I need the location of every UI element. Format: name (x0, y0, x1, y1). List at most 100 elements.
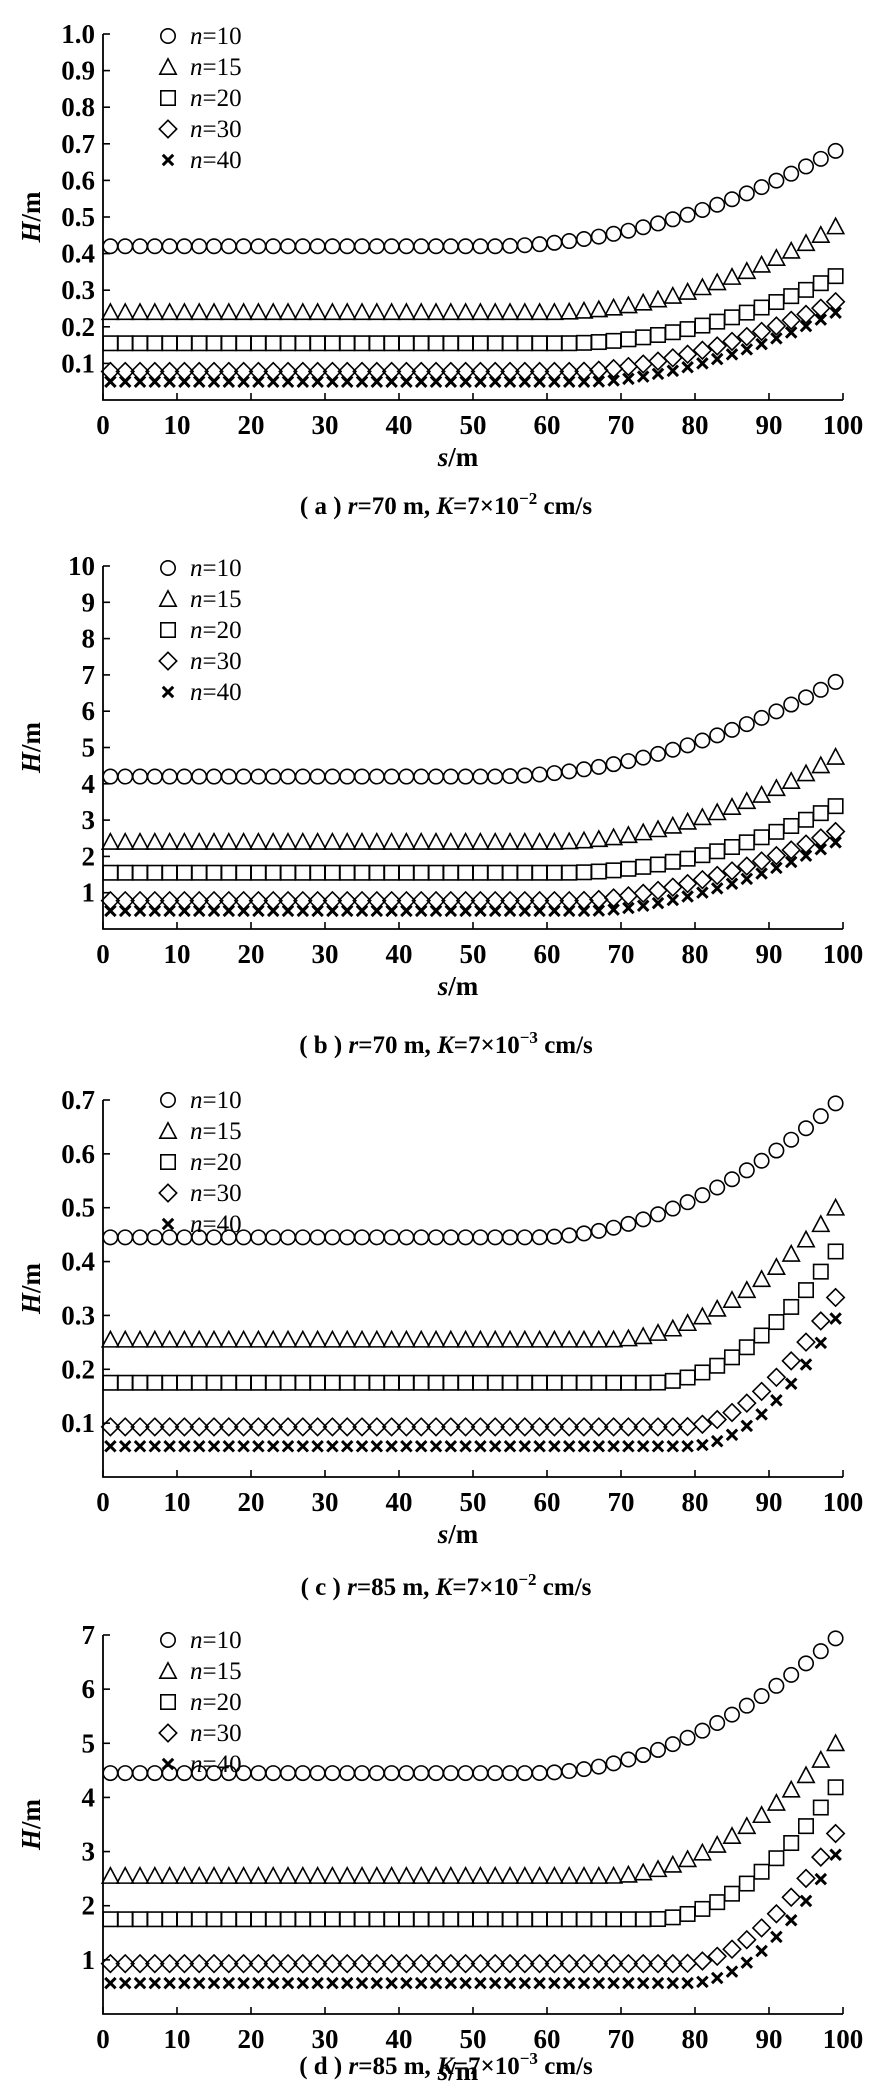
data-point (413, 238, 430, 255)
data-point (784, 326, 798, 339)
data-point (781, 1243, 801, 1262)
data-point (368, 1765, 385, 1782)
data-point (518, 1440, 532, 1453)
y-tick-label: 0.6 (61, 1139, 95, 1169)
data-point (429, 904, 443, 918)
data-point (396, 1417, 417, 1437)
data-point (442, 1911, 459, 1928)
series-n-15 (100, 216, 846, 321)
data-point (339, 1229, 356, 1246)
y-tick-label: 3 (82, 805, 96, 835)
series-n-40 (104, 306, 842, 388)
data-point (118, 904, 132, 918)
data-point (768, 703, 785, 720)
data-point (649, 215, 666, 232)
data-point (296, 904, 310, 918)
y-axis-label: H/m (16, 1798, 46, 1851)
data-point (442, 238, 459, 255)
data-point (441, 1329, 461, 1348)
x-tick-label: 0 (96, 1487, 110, 1517)
data-point (324, 1765, 341, 1782)
data-point (353, 768, 370, 785)
y-tick-label: 10 (68, 551, 95, 581)
data-point (307, 1417, 328, 1437)
data-point (133, 1440, 147, 1453)
legend-label: n=20 (190, 85, 242, 112)
data-point (192, 904, 206, 918)
data-point (411, 1866, 431, 1884)
data-point (102, 768, 119, 785)
legend-marker (158, 1661, 178, 1679)
data-point (751, 321, 772, 342)
data-point (163, 375, 176, 388)
data-point (456, 1329, 476, 1348)
data-point (826, 216, 846, 235)
data-point (681, 1976, 694, 1990)
data-point (266, 375, 280, 388)
data-point (500, 1329, 520, 1348)
data-point (766, 1257, 786, 1276)
data-point (503, 904, 517, 918)
data-point (383, 1229, 400, 1246)
data-point (367, 302, 387, 321)
data-point (339, 1374, 356, 1391)
data-point (635, 1374, 652, 1391)
data-point (752, 784, 772, 803)
x-tick-label: 60 (534, 1487, 561, 1517)
data-point (677, 873, 698, 894)
data-point (618, 356, 639, 377)
data-point (636, 1440, 650, 1453)
data-point (651, 1440, 665, 1453)
data-point (191, 864, 208, 881)
series-n-30 (100, 1823, 846, 1974)
data-point (605, 332, 622, 349)
data-point (814, 1872, 828, 1886)
data-point (206, 335, 223, 352)
data-point (206, 1911, 223, 1928)
data-point (429, 1440, 443, 1453)
data-point (294, 768, 311, 785)
legend-label: n=30 (190, 1720, 242, 1747)
data-point (278, 1953, 298, 1974)
data-point (662, 1953, 683, 1974)
data-point (694, 1900, 711, 1917)
data-point (219, 1329, 239, 1348)
data-point (740, 1419, 754, 1433)
series-n-40 (104, 1312, 842, 1453)
data-point (370, 904, 384, 918)
data-point (796, 763, 816, 782)
data-point (530, 302, 550, 321)
data-point (664, 853, 681, 870)
data-point (607, 903, 620, 916)
data-point (516, 237, 533, 254)
legend-marker (158, 57, 178, 75)
x-tick-label: 60 (534, 2024, 561, 2054)
data-point (117, 1911, 134, 1928)
data-point (561, 1374, 578, 1391)
data-point (281, 1440, 295, 1453)
x-axis-label: s/m (437, 971, 479, 1001)
chart-panel-d: 0 10 20 30 40 50 60 70 80 90 100 1 2 3 4 5 6 7 s/m H/m n=10 n… (16, 1620, 863, 2086)
data-point (574, 1953, 594, 1974)
data-point (783, 1131, 800, 1148)
data-point (827, 1095, 844, 1112)
data-point (829, 836, 842, 849)
data-point (622, 1976, 635, 1990)
data-point (618, 295, 638, 314)
data-point (163, 904, 176, 918)
series-n-20 (102, 268, 844, 352)
legend-label: n=10 (190, 555, 242, 582)
series-n-40 (104, 1848, 842, 1990)
data-point (308, 831, 328, 850)
data-point (709, 1714, 726, 1731)
data-point (353, 238, 370, 255)
data-point (696, 357, 709, 370)
data-point (130, 831, 150, 850)
data-point (649, 856, 666, 873)
data-point (161, 1911, 178, 1928)
data-point (648, 880, 668, 901)
legend-marker (160, 1154, 177, 1171)
data-point (178, 375, 191, 388)
data-point (294, 1374, 311, 1391)
data-point (340, 1976, 354, 1990)
